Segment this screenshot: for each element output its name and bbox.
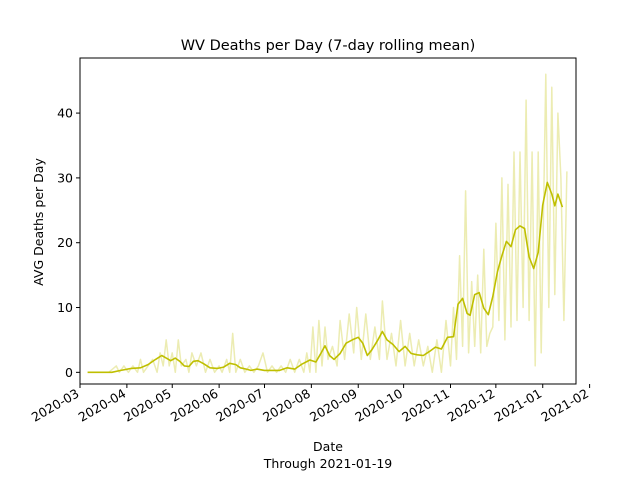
- chart-title: WV Deaths per Day (7-day rolling mean): [181, 38, 476, 54]
- daily-deaths-line: [87, 73, 568, 374]
- rolling-mean-line: [87, 181, 564, 374]
- y-tick-label: 0: [65, 365, 73, 380]
- y-tick-label: 30: [57, 170, 73, 185]
- y-tick-label: 10: [57, 300, 73, 315]
- y-tick-label: 40: [57, 106, 73, 121]
- y-axis: 0 10 20 30 40: [57, 106, 80, 380]
- series-layer: [87, 73, 568, 374]
- x-axis-label: Date: [313, 439, 343, 454]
- x-axis-sublabel: Through 2021-01-19: [263, 456, 393, 471]
- y-axis-label: AVG Deaths per Day: [31, 158, 46, 286]
- y-tick-label: 20: [57, 235, 73, 250]
- plot-frame: [79, 57, 577, 385]
